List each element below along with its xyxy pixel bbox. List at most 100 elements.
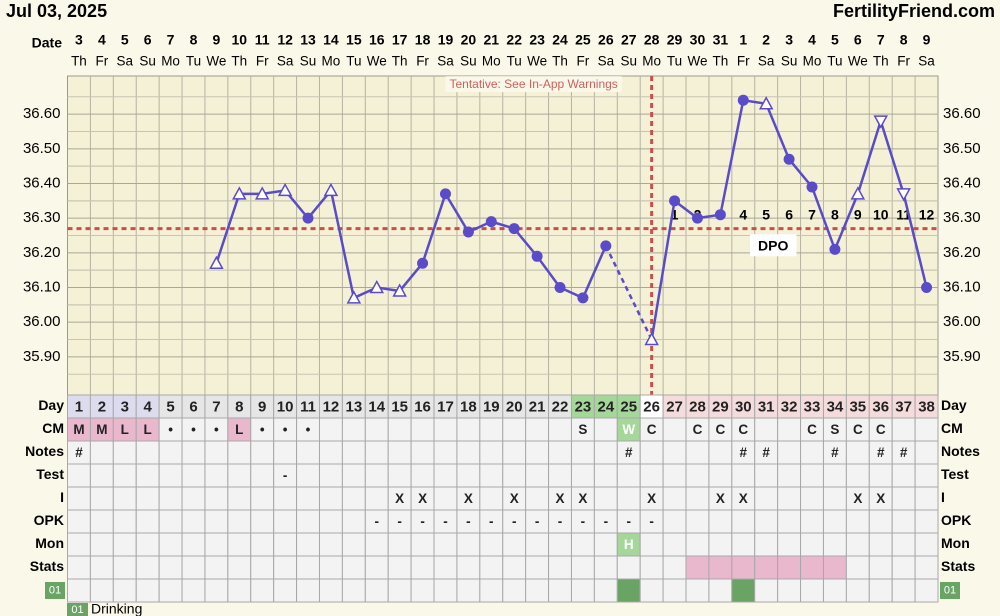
cell-value: - [375, 514, 380, 529]
table-cell [800, 486, 824, 511]
weekday-label: Su [620, 54, 637, 69]
table-cell [685, 555, 710, 580]
table-cell [273, 555, 298, 580]
weekday-label: Tu [186, 54, 201, 69]
cell-value: C [738, 422, 748, 437]
table-cell [135, 578, 160, 603]
table-cell [754, 532, 779, 557]
cell-value: X [395, 491, 404, 506]
date-label: 25 [575, 32, 591, 48]
table-cell [273, 532, 298, 557]
row-label: Day [38, 397, 64, 413]
temperature-point [392, 283, 407, 297]
cell-value: - [626, 514, 631, 529]
table-cell [731, 532, 756, 557]
temperature-point [783, 153, 795, 165]
temperature-point [691, 212, 703, 224]
table-cell [777, 417, 802, 442]
cell-value: 35 [849, 398, 866, 415]
table-cell [135, 555, 160, 580]
table-cell [708, 463, 733, 488]
table-cell [708, 555, 733, 580]
table-cell [158, 555, 183, 580]
date-label: 5 [831, 32, 839, 48]
table-cell [502, 463, 527, 488]
table-cell [112, 532, 137, 557]
table-cell [227, 532, 252, 557]
table-cell [845, 578, 870, 603]
y-tick-label-right: 36.40 [943, 174, 981, 191]
table-cell [135, 486, 160, 511]
temperature-point [669, 195, 681, 207]
table-cell [479, 440, 504, 465]
table-cell [158, 440, 183, 465]
date-label: 10 [232, 32, 248, 48]
table-cell [639, 463, 664, 488]
table-cell [662, 532, 687, 557]
date-label: 22 [506, 32, 522, 48]
cell-value: 26 [643, 398, 660, 415]
table-cell [135, 463, 160, 488]
table-cell [570, 463, 595, 488]
cell-value: 14 [368, 398, 385, 415]
table-cell [250, 578, 275, 603]
table-cell [777, 532, 802, 557]
table-cell [318, 555, 343, 580]
table-cell [502, 440, 527, 465]
table-cell [525, 486, 550, 511]
table-cell [227, 486, 252, 511]
table-cell [914, 417, 939, 442]
cell-value: 18 [460, 398, 477, 415]
y-tick-label-right: 36.20 [943, 244, 981, 261]
table-cell [891, 486, 916, 511]
table-cell [296, 555, 320, 580]
table-cell [112, 555, 137, 580]
cell-value: # [831, 445, 839, 460]
table-cell [914, 486, 939, 511]
y-tick-label-right: 36.30 [943, 209, 981, 226]
weekday-label: We [848, 54, 868, 69]
table-cell [570, 532, 595, 557]
table-cell [341, 509, 366, 534]
table-cell [593, 486, 618, 511]
table-cell [273, 440, 298, 465]
table-cell [548, 555, 572, 580]
row-label-right: Test [941, 466, 969, 482]
table-cell [364, 555, 389, 580]
table-cell [112, 440, 137, 465]
table-cell [456, 463, 481, 488]
row-label: Stats [30, 558, 64, 574]
cell-value: S [830, 422, 839, 437]
table-cell [777, 578, 802, 603]
table-cell [89, 486, 114, 511]
table-cell [639, 532, 664, 557]
cell-value: 37 [895, 398, 912, 415]
cell-value: 2 [98, 398, 106, 415]
header-date: Jul 03, 2025 [6, 1, 107, 21]
table-cell [273, 578, 298, 603]
table-cell [777, 440, 802, 465]
table-cell [456, 578, 481, 603]
temperature-point [323, 182, 339, 197]
row-label: Test [36, 466, 64, 482]
cell-value: H [624, 537, 634, 552]
annotation-bg [445, 76, 622, 93]
temperature-point [531, 250, 543, 262]
dpo-number: 4 [739, 206, 747, 222]
table-cell [548, 463, 572, 488]
table-cell [410, 555, 435, 580]
table-cell [364, 578, 389, 603]
table-cell [914, 440, 939, 465]
table-cell [204, 532, 229, 557]
table-cell [67, 578, 91, 603]
table-cell [318, 417, 343, 442]
table-cell [593, 463, 618, 488]
cell-value: 1 [75, 398, 83, 415]
table-cell [410, 578, 435, 603]
table-cell [822, 486, 847, 511]
cell-value: - [512, 514, 517, 529]
table-cell [89, 509, 114, 534]
weekday-label: Th [392, 54, 408, 69]
table-cell [868, 463, 893, 488]
cell-value: X [556, 491, 565, 506]
